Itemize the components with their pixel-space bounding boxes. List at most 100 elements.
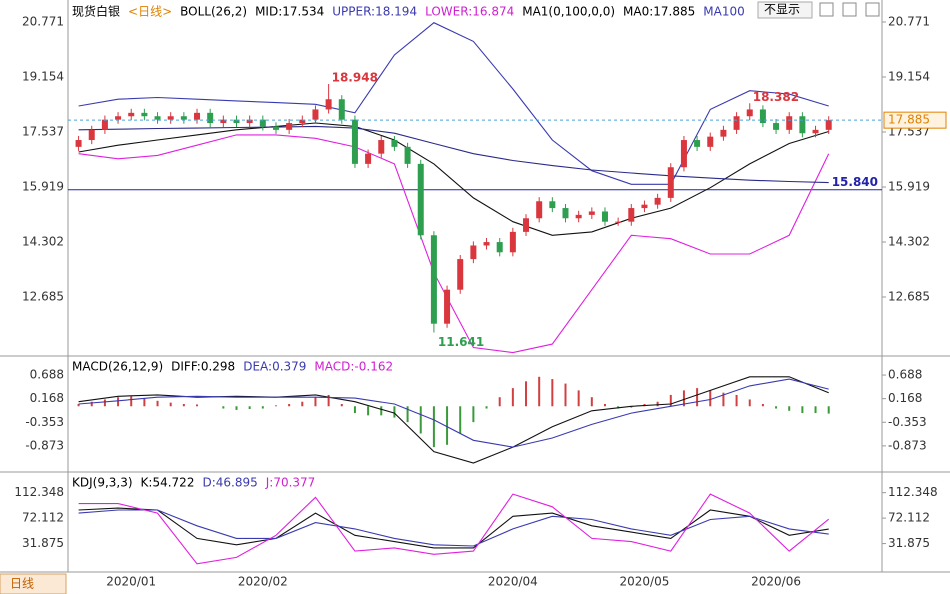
candle-body bbox=[141, 112, 148, 117]
y-tick-label: 0.688 bbox=[888, 368, 922, 382]
indicator-line bbox=[78, 134, 830, 354]
indicator-line bbox=[78, 493, 830, 565]
x-tick-label: 2020/04 bbox=[488, 575, 538, 589]
indicator-line bbox=[78, 507, 829, 549]
candle-body bbox=[430, 235, 437, 324]
candle-body bbox=[509, 231, 516, 253]
low-annotation: 11.641 bbox=[438, 335, 484, 349]
candle-body bbox=[286, 123, 293, 130]
candle-body bbox=[799, 116, 806, 134]
legend-item: DEA:0.379 bbox=[243, 360, 306, 374]
y-tick-label: -0.873 bbox=[25, 438, 64, 452]
icon-button[interactable] bbox=[865, 2, 880, 17]
indicator-line bbox=[78, 125, 829, 184]
candle-body bbox=[220, 119, 227, 124]
candle-body bbox=[338, 99, 345, 120]
candle-body bbox=[75, 140, 82, 147]
indicator-line bbox=[78, 22, 829, 185]
candle-body bbox=[549, 201, 556, 209]
price-tag bbox=[883, 111, 947, 129]
hide-button-label[interactable]: 不显示 bbox=[764, 3, 800, 17]
candle-body bbox=[365, 153, 372, 164]
legend-item: 现货白银 bbox=[72, 4, 120, 19]
candle-body bbox=[391, 140, 398, 147]
legend-item: KDJ(9,3,3) bbox=[72, 476, 133, 490]
high-annotation: 18.948 bbox=[332, 71, 378, 85]
x-tick-label: 2020/06 bbox=[751, 575, 801, 589]
candle-body bbox=[786, 116, 793, 130]
y-tick-label: 0.688 bbox=[30, 368, 64, 382]
y-tick-label: 72.112 bbox=[22, 511, 64, 525]
legend-item: MA1(0,100,0,0) bbox=[522, 5, 615, 19]
candle-body bbox=[641, 204, 648, 209]
y-tick-label: 112.348 bbox=[888, 485, 938, 499]
candle-body bbox=[457, 259, 464, 290]
y-tick-label: 15.919 bbox=[888, 180, 930, 194]
x-tick-label: 2020/05 bbox=[620, 575, 670, 589]
icon-button[interactable] bbox=[842, 2, 857, 17]
candle-body bbox=[312, 109, 319, 120]
candle-body bbox=[194, 112, 201, 120]
y-tick-label: 31.875 bbox=[22, 536, 64, 550]
period-tab-label[interactable]: 日线 bbox=[10, 577, 34, 591]
candle-body bbox=[115, 116, 122, 120]
candle-body bbox=[233, 119, 240, 124]
candle-body bbox=[825, 120, 832, 130]
legend-item: <日线> bbox=[128, 5, 172, 19]
legend-item: J:70.377 bbox=[265, 476, 316, 490]
candle-body bbox=[707, 136, 714, 147]
support-label: 15.840 bbox=[832, 175, 878, 189]
candle-body bbox=[536, 201, 543, 219]
price-tag-label: 17.885 bbox=[888, 113, 930, 127]
candle-body bbox=[720, 129, 727, 137]
candle-body bbox=[496, 242, 503, 253]
y-tick-label: 14.302 bbox=[888, 235, 930, 249]
candle-body bbox=[746, 109, 753, 117]
indicator-line bbox=[78, 122, 829, 236]
candle-body bbox=[759, 109, 766, 124]
candle-body bbox=[180, 116, 187, 120]
icon-button[interactable] bbox=[819, 2, 834, 17]
y-tick-label: 15.919 bbox=[22, 180, 64, 194]
candle-body bbox=[167, 116, 174, 120]
legend-item: MA0:17.885 bbox=[623, 5, 695, 19]
y-tick-label: 20.771 bbox=[22, 15, 64, 29]
y-tick-label: 14.302 bbox=[22, 235, 64, 249]
y-tick-label: 0.168 bbox=[30, 391, 64, 405]
candle-body bbox=[483, 242, 490, 246]
y-tick-label: 112.348 bbox=[14, 485, 64, 499]
candle-body bbox=[601, 211, 608, 222]
candle-body bbox=[325, 99, 332, 110]
hide-button[interactable] bbox=[757, 1, 813, 19]
candle-body bbox=[470, 245, 477, 260]
candle-body bbox=[404, 146, 411, 164]
candle-body bbox=[207, 112, 214, 124]
legend-item: LOWER:16.874 bbox=[425, 5, 514, 19]
legend-item: DIFF:0.298 bbox=[171, 360, 235, 374]
period-tab[interactable] bbox=[0, 573, 67, 594]
candle-body bbox=[101, 119, 108, 130]
candle-body bbox=[812, 129, 819, 134]
x-tick-label: 2020/02 bbox=[238, 575, 288, 589]
y-tick-label: 19.154 bbox=[888, 69, 930, 83]
legend-item: D:46.895 bbox=[202, 476, 257, 490]
y-tick-label: 19.154 bbox=[22, 69, 64, 83]
candle-body bbox=[272, 126, 279, 130]
y-tick-label: 31.875 bbox=[888, 536, 930, 550]
candle-body bbox=[628, 208, 635, 222]
candle-body bbox=[351, 119, 358, 164]
candle-body bbox=[773, 123, 780, 130]
legend-item: MACD:-0.162 bbox=[314, 360, 393, 374]
legend-item: K:54.722 bbox=[141, 476, 195, 490]
y-tick-label: 0.168 bbox=[888, 391, 922, 405]
candle-body bbox=[654, 197, 661, 205]
candle-body bbox=[615, 221, 622, 223]
y-tick-label: 17.537 bbox=[22, 124, 64, 138]
candle-body bbox=[378, 140, 385, 154]
y-tick-label: 72.112 bbox=[888, 511, 930, 525]
candle-body bbox=[299, 119, 306, 124]
candle-body bbox=[733, 116, 740, 130]
candle-body bbox=[246, 119, 253, 124]
